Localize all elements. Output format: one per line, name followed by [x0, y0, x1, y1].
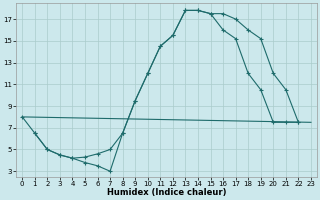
X-axis label: Humidex (Indice chaleur): Humidex (Indice chaleur)	[107, 188, 226, 197]
